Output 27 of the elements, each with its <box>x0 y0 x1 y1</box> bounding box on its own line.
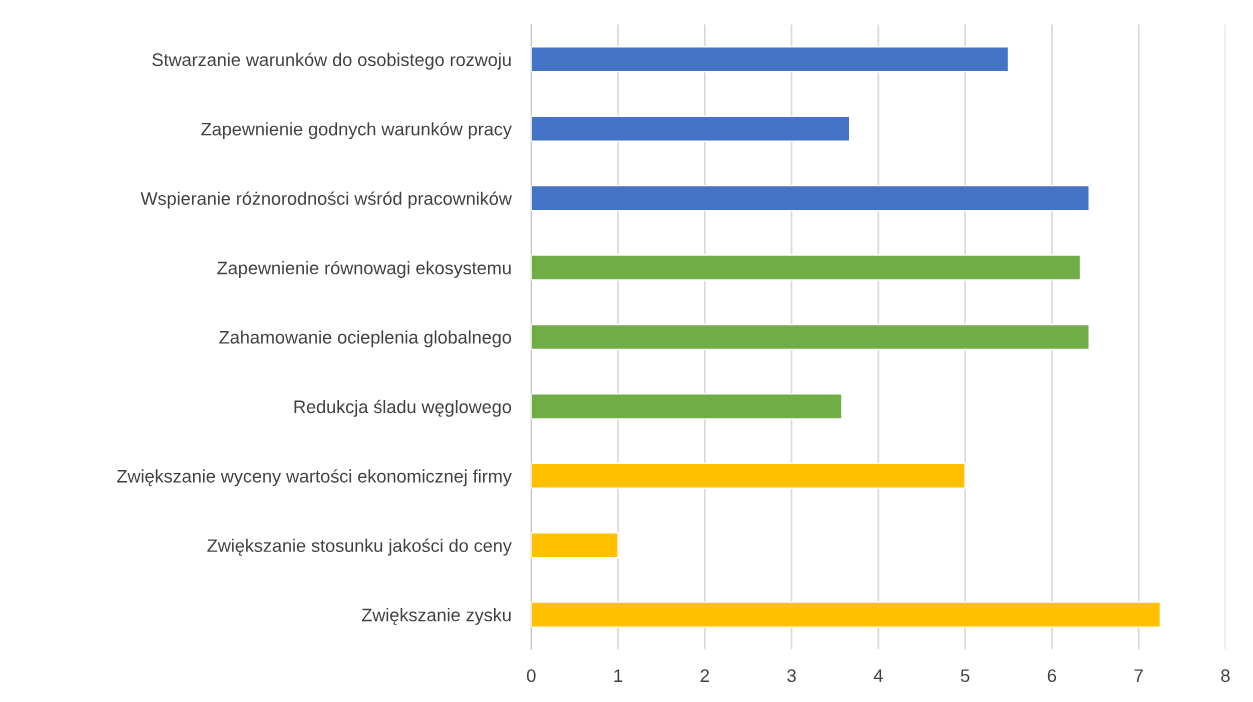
y-tick-label: Wspieranie różnorodności wśród pracowników <box>140 191 512 209</box>
x-tick-label: 0 <box>526 669 536 683</box>
y-tick-label: Zwiększanie zysku <box>361 608 511 625</box>
y-tick-label: Zapewnienie równowagi ekosystemu <box>217 260 511 278</box>
bar <box>531 323 1090 351</box>
bar <box>531 184 1090 212</box>
bar <box>531 115 851 142</box>
bar <box>531 532 619 559</box>
y-tick-label: Redukcja śladu węglowego <box>294 399 512 417</box>
x-tick-label: 7 <box>1134 669 1143 682</box>
x-tick-label: 1 <box>614 669 623 682</box>
x-tick-label: 5 <box>960 669 970 683</box>
x-tick-label: 6 <box>1047 669 1057 683</box>
y-tick-label: Zapewnienie godnych warunków pracy <box>201 122 512 140</box>
y-tick-label: Zwiększanie wyceny wartości ekonomicznej firmy <box>117 469 512 487</box>
bar <box>531 254 1082 281</box>
x-tick-label: 4 <box>873 669 883 682</box>
y-tick-label: Zahamowanie ocieplenia globalnego <box>219 330 512 348</box>
y-tick-label: Stwarzanie warunków do osobistego rozwoju <box>152 52 511 70</box>
bar <box>531 601 1162 628</box>
bar <box>531 462 966 489</box>
bar <box>531 46 1010 73</box>
y-tick-label: Zwiększanie stosunku jakości do ceny <box>207 538 512 556</box>
bar <box>531 393 843 420</box>
x-tick-label: 2 <box>700 669 709 682</box>
x-tick-label: 8 <box>1221 669 1230 683</box>
x-tick-label: 3 <box>787 669 796 683</box>
